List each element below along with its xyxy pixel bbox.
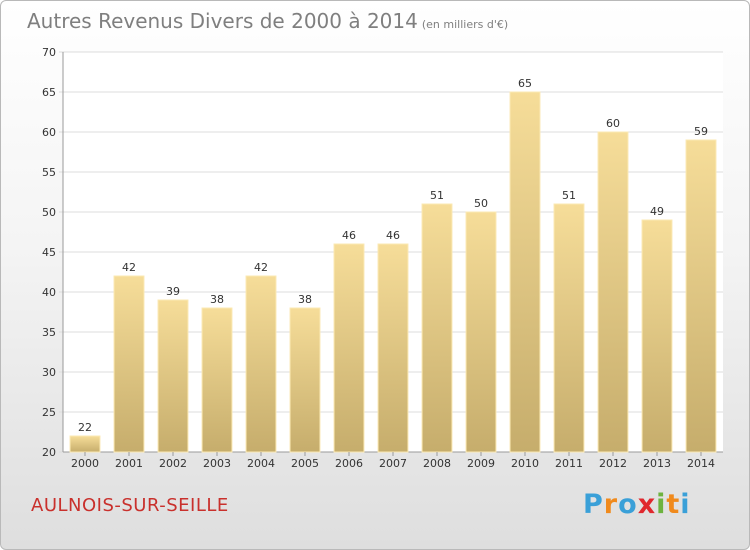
- y-tick-label: 70: [42, 46, 56, 59]
- x-tick-label: 2003: [203, 457, 231, 470]
- logo-letter: P: [583, 489, 604, 520]
- x-tick-label: 2007: [379, 457, 407, 470]
- bar-value-label: 46: [386, 229, 400, 242]
- bar: [333, 243, 365, 453]
- x-tick-label: 2010: [511, 457, 539, 470]
- bar-value-label: 60: [606, 117, 620, 130]
- logo-letter: t: [666, 489, 681, 520]
- proxiti-logo[interactable]: Proxiti: [583, 489, 691, 520]
- bar-value-label: 42: [254, 261, 268, 274]
- bar: [641, 219, 673, 453]
- y-tick-label: 30: [42, 366, 56, 379]
- x-tick-label: 2008: [423, 457, 451, 470]
- x-tick-label: 2001: [115, 457, 143, 470]
- y-tick-label: 20: [42, 446, 56, 459]
- chart-title: Autres Revenus Divers de 2000 à 2014 (en …: [27, 9, 508, 33]
- bar-value-label: 51: [562, 189, 576, 202]
- x-tick-label: 2009: [467, 457, 495, 470]
- x-tick-label: 2012: [599, 457, 627, 470]
- y-tick-label: 40: [42, 286, 56, 299]
- y-tick-label: 50: [42, 206, 56, 219]
- bar: [157, 299, 189, 453]
- bar-value-label: 49: [650, 205, 664, 218]
- x-tick-label: 2011: [555, 457, 583, 470]
- x-tick-label: 2004: [247, 457, 275, 470]
- bar: [289, 307, 321, 453]
- y-tick-label: 60: [42, 126, 56, 139]
- x-tick-label: 2006: [335, 457, 363, 470]
- commune-name: AULNOIS-SUR-SEILLE: [31, 495, 229, 516]
- bar: [597, 131, 629, 453]
- bar: [509, 91, 541, 453]
- bar: [201, 307, 233, 453]
- bar-value-label: 59: [694, 125, 708, 138]
- logo-letter: r: [603, 489, 619, 520]
- logo-letter: o: [618, 489, 638, 520]
- bar-value-label: 46: [342, 229, 356, 242]
- bar: [421, 203, 453, 453]
- bar: [377, 243, 409, 453]
- bar-value-label: 65: [518, 77, 532, 90]
- bar: [553, 203, 585, 453]
- x-tick-label: 2014: [687, 457, 715, 470]
- bar: [245, 275, 277, 453]
- y-tick-label: 65: [42, 86, 56, 99]
- logo-letter: i: [680, 489, 691, 520]
- y-tick-label: 25: [42, 406, 56, 419]
- bar-value-label: 38: [210, 293, 224, 306]
- bar-value-label: 38: [298, 293, 312, 306]
- bar: [69, 435, 101, 453]
- bar-value-label: 50: [474, 197, 488, 210]
- x-tick-label: 2005: [291, 457, 319, 470]
- x-tick-label: 2000: [71, 457, 99, 470]
- chart-title-text: Autres Revenus Divers de 2000 à 2014: [27, 9, 418, 33]
- x-tick-label: 2013: [643, 457, 671, 470]
- bar: [685, 139, 717, 453]
- bar: [465, 211, 497, 453]
- x-tick-label: 2002: [159, 457, 187, 470]
- y-tick-label: 45: [42, 246, 56, 259]
- logo-letter: i: [656, 489, 667, 520]
- bar: [113, 275, 145, 453]
- y-tick-label: 55: [42, 166, 56, 179]
- bar-value-label: 51: [430, 189, 444, 202]
- bar-value-label: 42: [122, 261, 136, 274]
- bar-value-label: 39: [166, 285, 180, 298]
- logo-letter: x: [637, 489, 657, 520]
- chart-title-unit: (en milliers d'€): [421, 18, 509, 31]
- bar-value-label: 22: [78, 421, 92, 434]
- y-tick-label: 35: [42, 326, 56, 339]
